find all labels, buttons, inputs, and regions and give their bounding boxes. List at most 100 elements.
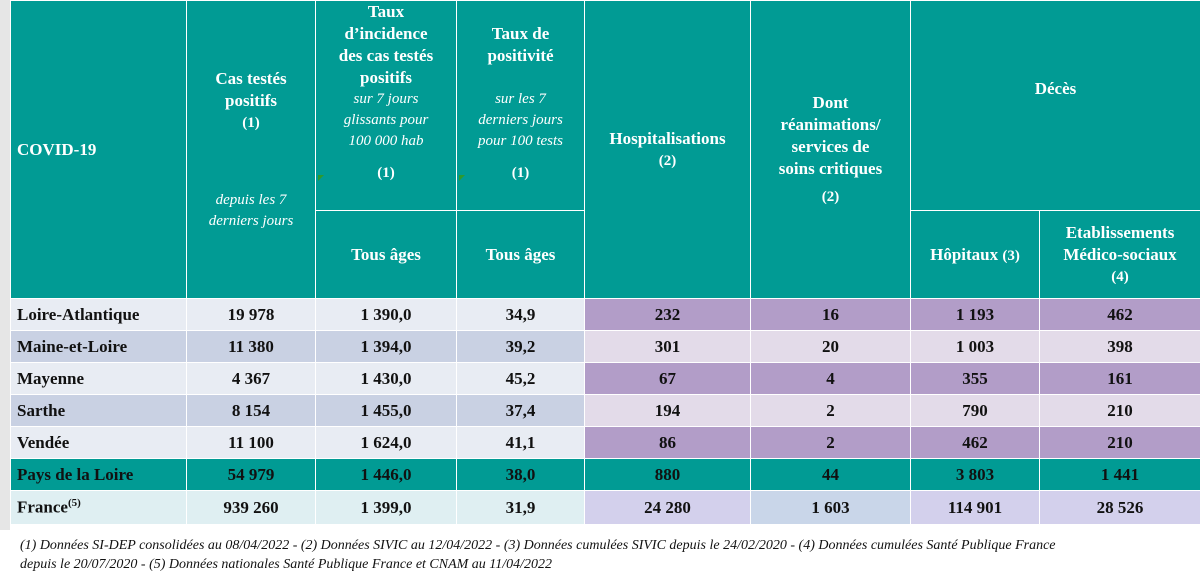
left-edge-strip xyxy=(0,0,10,530)
table-title: COVID-19 xyxy=(10,0,187,299)
header-cas-sub1: depuis les 7 xyxy=(215,191,287,208)
cell-hosp: 194 xyxy=(584,394,751,427)
cell-rea: 2 xyxy=(750,394,911,427)
france-rea: 1 603 xyxy=(750,490,911,525)
header-rea-line4: soins critiques xyxy=(778,158,883,178)
cell-incidence: 1 394,0 xyxy=(315,330,457,363)
header-deces: Décès xyxy=(910,0,1200,211)
cell-hosp: 232 xyxy=(584,298,751,331)
header-ems-ref: (4) xyxy=(1111,268,1129,285)
header-cas-line2: positifs xyxy=(225,90,277,110)
cell-hosp: 86 xyxy=(584,426,751,459)
header-cas-testes: Cas testés positifs (1) depuis les 7 der… xyxy=(186,0,316,299)
cell-dec-hop: 790 xyxy=(910,394,1040,427)
cell-incidence: 1 455,0 xyxy=(315,394,457,427)
cell-rea: 20 xyxy=(750,330,911,363)
region-hosp: 880 xyxy=(584,458,751,491)
cell-dec-ems: 210 xyxy=(1039,394,1200,427)
region-row: Pays de la Loire 54 979 1 446,0 38,0 880… xyxy=(10,458,1200,491)
france-sup: (5) xyxy=(67,497,81,510)
comment-marker-icon xyxy=(459,175,465,181)
france-label: France xyxy=(17,497,68,517)
header-rea-ref: (2) xyxy=(821,188,840,205)
header-incidence-line1: Taux xyxy=(367,2,405,21)
header-incidence-sub2: glissants pour xyxy=(343,112,429,128)
region-incidence: 1 446,0 xyxy=(315,458,457,491)
header-incidence-line2: d’incidence xyxy=(344,24,428,43)
header-deces-hopitaux: Hôpitaux (3) xyxy=(910,210,1040,299)
header-cas-sub2: derniers jours xyxy=(208,212,294,229)
header-positivite-sub2: derniers jours xyxy=(478,112,563,128)
footnote: (1) Données SI-DEP consolidées au 08/04/… xyxy=(20,536,1190,574)
cell-positivite: 41,1 xyxy=(456,426,585,459)
footnote-line1: (1) Données SI-DEP consolidées au 08/04/… xyxy=(20,538,1056,553)
cell-positivite: 37,4 xyxy=(456,394,585,427)
region-name: Pays de la Loire xyxy=(10,458,187,491)
header-positivite-sub1: sur les 7 xyxy=(495,91,546,107)
header-hopitaux-label: Hôpitaux xyxy=(930,244,999,264)
france-cas: 939 260 xyxy=(186,490,316,525)
header-hosp-line1: Hospitalisations xyxy=(609,128,726,148)
cell-positivite: 45,2 xyxy=(456,362,585,395)
header-cas-ref: (1) xyxy=(242,114,260,131)
footnote-line2: depuis le 20/07/2020 - (5) Données natio… xyxy=(20,557,553,572)
dept-name: Mayenne xyxy=(10,362,187,395)
france-incidence: 1 399,0 xyxy=(315,490,457,525)
cell-dec-ems: 210 xyxy=(1039,426,1200,459)
header-incidence-ref: (1) xyxy=(377,165,395,181)
header-rea-line1: Dont xyxy=(812,92,849,112)
cell-positivite: 39,2 xyxy=(456,330,585,363)
header-cas-line1: Cas testés xyxy=(215,68,287,88)
table-row: Maine-et-Loire 11 380 1 394,0 39,2 301 2… xyxy=(10,330,1200,363)
header-rea-line2: réanimations/ xyxy=(780,114,881,134)
header-incidence-sub1: sur 7 jours xyxy=(353,91,419,107)
covid-table: COVID-19 Cas testés positifs (1) depuis … xyxy=(10,0,1200,525)
cell-positivite: 34,9 xyxy=(456,298,585,331)
region-positivite: 38,0 xyxy=(456,458,585,491)
region-dec-hop: 3 803 xyxy=(910,458,1040,491)
header-positivite-sub3: pour 100 tests xyxy=(477,133,563,149)
header-hopitaux-ref: (3) xyxy=(1002,247,1020,264)
cell-dec-ems: 462 xyxy=(1039,298,1200,331)
cell-dec-ems: 398 xyxy=(1039,330,1200,363)
cell-cas: 11 100 xyxy=(186,426,316,459)
header-positivite-line2: positivité xyxy=(487,46,554,65)
region-cas: 54 979 xyxy=(186,458,316,491)
header-ems-line2: Médico-sociaux xyxy=(1063,244,1177,264)
header-incidence-line3: des cas testés xyxy=(338,46,434,65)
header-reanimations: Dont réanimations/ services de soins cri… xyxy=(750,0,911,299)
france-dec-ems: 28 526 xyxy=(1039,490,1200,525)
cell-incidence: 1 430,0 xyxy=(315,362,457,395)
cell-hosp: 301 xyxy=(584,330,751,363)
cell-rea: 2 xyxy=(750,426,911,459)
table-row: Mayenne 4 367 1 430,0 45,2 67 4 355 161 xyxy=(10,362,1200,395)
cell-cas: 8 154 xyxy=(186,394,316,427)
dept-name: Vendée xyxy=(10,426,187,459)
header-positivite-age: Tous âges xyxy=(456,210,585,299)
cell-cas: 19 978 xyxy=(186,298,316,331)
france-dec-hop: 114 901 xyxy=(910,490,1040,525)
cell-dec-hop: 1 193 xyxy=(910,298,1040,331)
header-taux-incidence: Taux d’incidence des cas testés positifs… xyxy=(315,0,457,211)
header-taux-positivite: Taux de positivité sur les 7 derniers jo… xyxy=(456,0,585,211)
header-incidence-age: Tous âges xyxy=(315,210,457,299)
header-rea-line3: services de xyxy=(791,136,870,156)
cell-rea: 4 xyxy=(750,362,911,395)
cell-incidence: 1 390,0 xyxy=(315,298,457,331)
dept-name: Sarthe xyxy=(10,394,187,427)
header-hosp-ref: (2) xyxy=(658,152,677,169)
table-row: Loire-Atlantique 19 978 1 390,0 34,9 232… xyxy=(10,298,1200,331)
france-hosp: 24 280 xyxy=(584,490,751,525)
table-row: Sarthe 8 154 1 455,0 37,4 194 2 790 210 xyxy=(10,394,1200,427)
cell-cas: 11 380 xyxy=(186,330,316,363)
header-incidence-line4: positifs xyxy=(360,68,412,87)
header-positivite-line1: Taux de xyxy=(491,24,550,43)
cell-dec-hop: 462 xyxy=(910,426,1040,459)
cell-incidence: 1 624,0 xyxy=(315,426,457,459)
france-name: France(5) xyxy=(10,490,187,525)
cell-hosp: 67 xyxy=(584,362,751,395)
header-hospitalisations: Hospitalisations (2) xyxy=(584,0,751,299)
cell-dec-hop: 355 xyxy=(910,362,1040,395)
comment-marker-icon xyxy=(318,175,324,181)
